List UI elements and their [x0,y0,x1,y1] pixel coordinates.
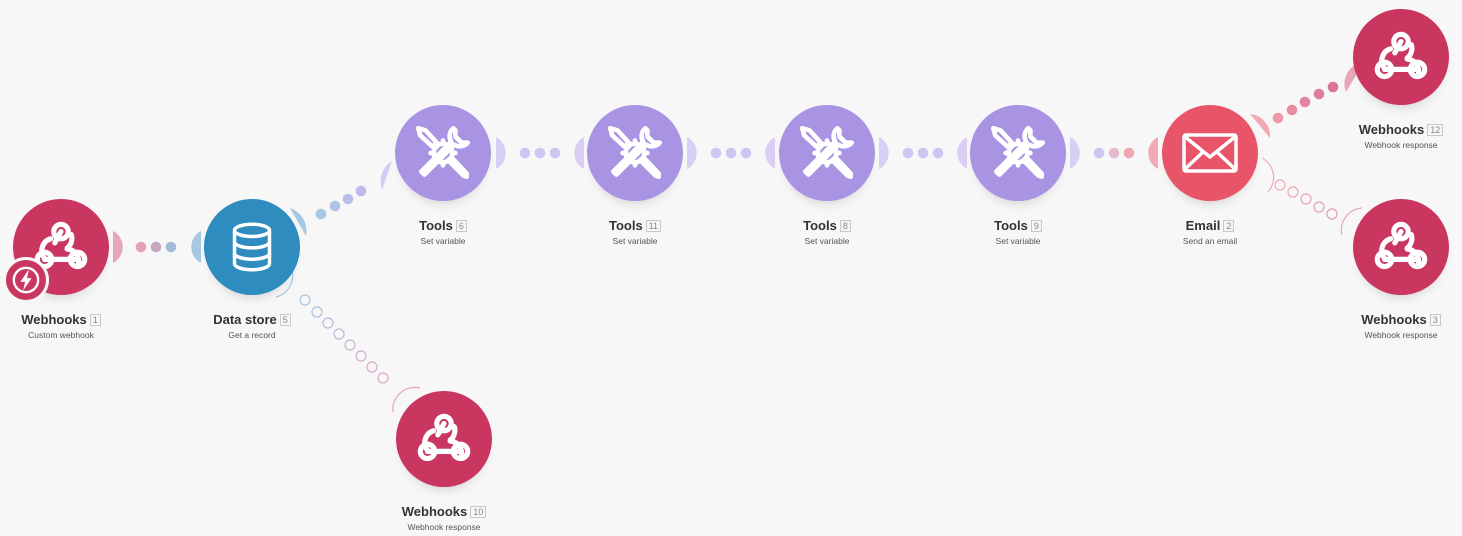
module-title: Webhooks [21,312,87,327]
module-title-row: Tools 8 [757,218,897,233]
module-tools-9[interactable]: Tools 9 Set variable [948,105,1088,246]
webhook-icon [1374,31,1428,80]
module-title: Tools [419,218,453,233]
webhook-icon [34,221,88,270]
webhook-icon [1374,221,1428,270]
module-subtitle: Webhook response [1364,330,1438,340]
module-id-badge: 11 [645,220,662,232]
tools-module-circle[interactable] [395,105,491,201]
email-module-circle[interactable] [1162,105,1258,201]
module-title: Webhooks [401,504,468,519]
module-title-row: Webhooks 10 [374,504,514,519]
module-subtitle: Set variable [612,236,658,246]
module-title-row: Webhooks 1 [0,312,131,327]
module-title-row: Webhooks 3 [1331,312,1462,327]
module-title-row: Tools 11 [565,218,705,233]
module-webhooks-1[interactable]: Webhooks 1 Custom webhook [0,199,131,340]
module-id-badge: 8 [839,220,851,232]
module-subtitle: Set variable [804,236,850,246]
module-id-badge: 12 [1427,124,1444,136]
module-subtitle: Get a record [228,330,276,340]
link-tools8-tools9[interactable] [879,137,967,169]
webhook-icon [417,413,471,462]
module-subtitle: Custom webhook [28,330,94,340]
module-tools-6[interactable]: Tools 6 Set variable [373,105,513,246]
module-title: Email [1185,218,1221,233]
lightning-bolt-icon [12,266,40,294]
tools-icon [990,125,1046,180]
module-title-row: Data store 5 [182,312,322,327]
link-tools6-tools11[interactable] [496,137,584,169]
link-tools11-tools8[interactable] [687,137,775,169]
module-title: Webhooks [1361,312,1427,327]
datastore-module-circle[interactable] [204,199,300,295]
trigger-badge[interactable] [3,257,49,303]
link-tools9-email2[interactable] [1070,137,1158,169]
module-tools-8[interactable]: Tools 8 Set variable [757,105,897,246]
module-subtitle: Set variable [420,236,466,246]
module-title: Tools [994,218,1028,233]
module-id-badge: 10 [470,506,487,518]
module-tools-11[interactable]: Tools 11 Set variable [565,105,705,246]
link-webhooks1-datastore5[interactable] [113,231,201,263]
module-id-badge: 5 [279,314,291,326]
module-title: Tools [803,218,837,233]
module-subtitle: Send an email [1182,236,1238,246]
module-id-badge: 3 [1429,314,1441,326]
link-datastore5-webhooks10[interactable] [275,269,421,413]
module-id-badge: 9 [1030,220,1042,232]
webhook-module-circle[interactable] [1353,199,1449,295]
module-subtitle: Webhook response [407,522,481,532]
module-title-row: Tools 9 [948,218,1088,233]
link-email2-webhooks3[interactable] [1261,157,1363,236]
module-subtitle: Set variable [995,236,1041,246]
module-title-row: Tools 6 [373,218,513,233]
tools-icon [607,125,663,180]
link-datastore5-tools6[interactable] [290,161,392,236]
database-icon [232,222,272,272]
module-webhooks-10[interactable]: Webhooks 10 Webhook response [374,391,514,532]
module-id-badge: 6 [455,220,467,232]
tools-icon [799,125,855,180]
module-title-row: Email 2 [1140,218,1280,233]
tools-module-circle[interactable] [970,105,1066,201]
module-datastore-5[interactable]: Data store 5 Get a record [182,199,322,340]
module-title: Data store [213,312,277,327]
module-webhooks-12[interactable]: Webhooks 12 Webhook response [1331,9,1462,150]
module-title: Tools [608,218,643,233]
module-title-row: Webhooks 12 [1331,122,1462,137]
module-webhooks-3[interactable]: Webhooks 3 Webhook response [1331,199,1462,340]
tools-icon [415,125,471,180]
webhook-module-circle[interactable] [1353,9,1449,105]
module-email-2[interactable]: Email 2 Send an email [1140,105,1280,246]
envelope-icon [1182,133,1238,173]
webhook-module-circle[interactable] [396,391,492,487]
module-id-badge: 1 [89,314,101,326]
module-title: Webhooks [1358,122,1425,137]
module-subtitle: Webhook response [1364,140,1438,150]
tools-module-circle[interactable] [779,105,875,201]
module-id-badge: 2 [1223,220,1235,232]
tools-module-circle[interactable] [587,105,683,201]
